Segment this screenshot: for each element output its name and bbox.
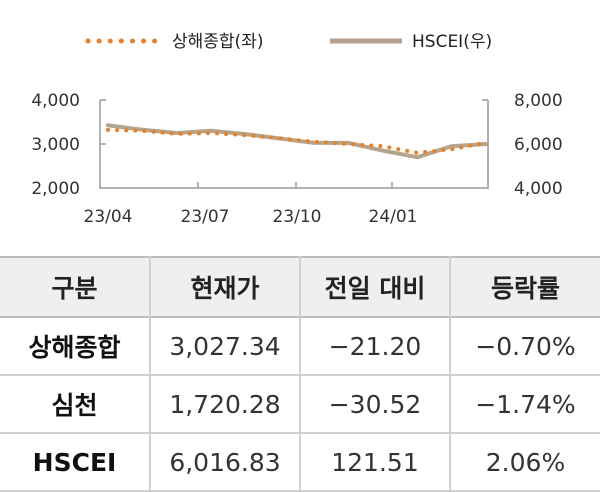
left-tick-label: 2,000 xyxy=(31,179,80,199)
right-tick-label: 6,000 xyxy=(514,135,563,155)
cell-price: 3,027.34 xyxy=(149,317,300,375)
axes xyxy=(99,99,489,189)
cell-rate: −0.70% xyxy=(449,317,600,375)
x-tick-label: 23/04 xyxy=(84,207,133,227)
legend-label-shanghai: 상해종합(좌) xyxy=(172,32,263,52)
x-tick-label: 23/07 xyxy=(181,207,230,227)
cell-rate: 2.06% xyxy=(449,433,600,491)
table-header-row: 구분 현재가 전일 대비 등락률 xyxy=(0,257,600,317)
row-label: 심천 xyxy=(51,391,98,420)
row-label: HSCEI xyxy=(32,447,117,477)
col-header-rate: 등락률 xyxy=(449,257,600,317)
series-line-shanghai xyxy=(106,127,488,155)
cell-change: −21.20 xyxy=(299,317,450,375)
table-row: 심천 1,720.28 −30.52 −1.74% xyxy=(0,375,600,433)
row-label: 상해종합 xyxy=(28,333,121,362)
index-table: 구분 현재가 전일 대비 등락률 상해종합 3,027.34 −21.20 −0… xyxy=(0,256,600,492)
cell-price: 1,720.28 xyxy=(149,375,300,433)
line-chart: 상해종합(좌) HSCEI(우) 2,000 3,000 4,000 4,000… xyxy=(31,32,563,227)
left-tick-label: 3,000 xyxy=(31,135,80,155)
cell-change: −30.52 xyxy=(299,375,450,433)
col-header-price: 현재가 xyxy=(149,257,300,317)
left-tick-label: 4,000 xyxy=(31,91,80,111)
right-tick-label: 4,000 xyxy=(514,179,563,199)
legend-label-hscei: HSCEI(우) xyxy=(412,32,492,52)
cell-price: 6,016.83 xyxy=(149,433,300,491)
x-tick-label: 24/01 xyxy=(369,207,418,227)
cell-rate: −1.74% xyxy=(449,375,600,433)
legend: 상해종합(좌) HSCEI(우) xyxy=(85,32,492,52)
col-header-change: 전일 대비 xyxy=(299,257,450,317)
right-tick-label: 8,000 xyxy=(514,91,563,111)
x-tick-label: 23/10 xyxy=(273,207,322,227)
axis-frame xyxy=(99,100,489,189)
table-row: HSCEI 6,016.83 121.51 2.06% xyxy=(0,433,600,491)
col-header-category: 구분 xyxy=(51,274,98,303)
cell-change: 121.51 xyxy=(299,433,450,491)
series-layer xyxy=(106,123,488,160)
table-row: 상해종합 3,027.34 −21.20 −0.70% xyxy=(0,317,600,375)
